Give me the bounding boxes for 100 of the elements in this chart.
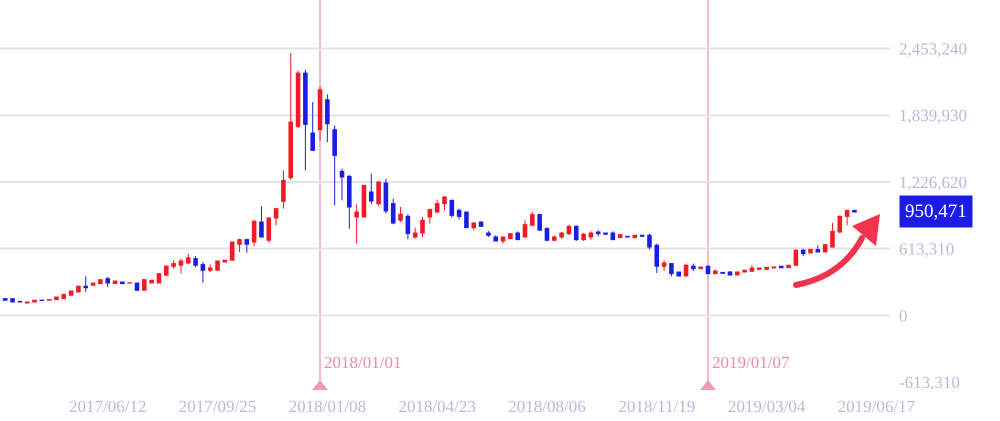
candlestick (515, 230, 520, 241)
candlestick (362, 184, 366, 218)
candlestick (800, 248, 806, 257)
candlestick (486, 230, 491, 238)
candlestick (808, 248, 813, 254)
candlestick (134, 282, 140, 292)
candlestick (428, 208, 432, 224)
candlestick (318, 86, 322, 142)
candlestick (530, 212, 535, 227)
candlestick (230, 242, 234, 261)
candlestick (537, 213, 542, 231)
candlestick (618, 234, 622, 238)
candlestick (450, 199, 454, 218)
candlestick (838, 214, 842, 234)
y-tick-label: 0 (899, 306, 908, 326)
candlestick (54, 296, 59, 300)
candlestick (398, 206, 403, 223)
candlestick (303, 69, 308, 171)
candlestick (156, 273, 162, 284)
candlestick (340, 168, 344, 201)
candlestick (844, 209, 850, 226)
candlestick (471, 222, 476, 231)
candlestick (347, 174, 352, 230)
y-tick-label: 1,839,930 (899, 106, 967, 126)
candlestick (508, 233, 513, 240)
candlestick (193, 256, 198, 268)
candlestick (259, 206, 264, 238)
candlestick (566, 224, 572, 236)
x-tick-label: 2019/03/04 (728, 397, 806, 416)
candlestick (266, 216, 272, 244)
text: 950,471 (905, 201, 967, 222)
candlestick (281, 170, 286, 210)
candlestick (171, 260, 176, 270)
candlestick (310, 101, 315, 151)
candlestick (464, 210, 469, 228)
y-tick-label: 2,453,240 (899, 40, 967, 59)
candlestick (142, 279, 147, 291)
candlestick (684, 263, 688, 277)
candlestick (574, 224, 579, 242)
candlestick (647, 233, 652, 250)
ref-line-label: 2019/01/07 (712, 353, 790, 372)
candlestick (654, 243, 660, 274)
candlestick (274, 207, 278, 226)
candlestick (186, 253, 191, 265)
x-tick-label: 2017/09/25 (178, 397, 256, 416)
candlestick (603, 232, 608, 236)
candlestick (544, 226, 550, 242)
candlestick (296, 70, 300, 129)
candlestick (354, 204, 359, 244)
candlestick (384, 178, 388, 214)
y-tick-label: -613,310 (899, 372, 960, 392)
candlestick (691, 263, 696, 272)
candlestick (420, 216, 425, 238)
candlestick (713, 269, 718, 274)
candlestick (669, 262, 674, 277)
ref-line-label: 2018/01/01 (324, 353, 402, 372)
candlestick (728, 270, 732, 276)
candlestick (676, 271, 682, 276)
candlestick (83, 276, 88, 292)
candlestick (588, 230, 594, 240)
candlestick (456, 208, 462, 220)
candlestick (522, 220, 528, 238)
candlestick (610, 230, 616, 241)
candlestick (98, 279, 103, 284)
candlestick (76, 286, 81, 292)
x-tick-label: 2018/01/08 (288, 397, 366, 416)
x-tick-label: 2019/06/17 (838, 397, 916, 416)
x-tick-label: 2017/06/12 (68, 397, 146, 416)
candlestick (493, 234, 498, 242)
candlestick (706, 264, 710, 275)
candlestick (552, 234, 557, 242)
candlestick (2, 298, 8, 301)
x-tick-label: 2018/04/23 (398, 397, 476, 416)
candlestick (390, 198, 396, 225)
candlestick (822, 244, 828, 253)
candlestick (215, 260, 220, 271)
candlestick (46, 298, 52, 302)
candlestick (90, 282, 96, 286)
candlestick (434, 199, 440, 214)
candlestick (376, 180, 381, 207)
candlestick (164, 265, 169, 276)
candlestick (252, 219, 256, 247)
candlestick (332, 124, 337, 206)
candlestick (559, 232, 564, 240)
candlestick (764, 266, 769, 270)
candlestick (208, 264, 213, 273)
candlestick (794, 248, 798, 267)
candlestick (478, 220, 484, 227)
candlestick (32, 300, 37, 302)
candlestick (325, 94, 330, 142)
candlestick (735, 272, 740, 276)
candlestick (406, 214, 410, 240)
y-tick-label: 613,310 (899, 240, 954, 259)
candlestick (178, 258, 184, 274)
candlestick (500, 236, 506, 244)
candlestick (581, 232, 586, 242)
candlestick (662, 260, 666, 272)
candlestick (368, 173, 374, 205)
x-tick-label: 2018/11/19 (618, 397, 696, 416)
x-tick-label: 2018/08/06 (508, 397, 586, 416)
